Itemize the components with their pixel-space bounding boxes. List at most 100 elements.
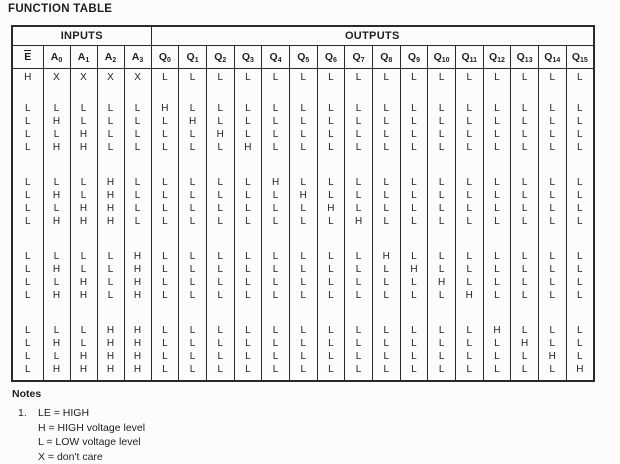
- truth-table-cell: L: [454, 350, 484, 363]
- truth-table-cell: L: [288, 263, 318, 276]
- spacer-cell: [69, 376, 98, 381]
- truth-table-cell: L: [178, 324, 207, 337]
- truth-table-cell: L: [344, 276, 373, 289]
- truth-table-cell: H: [69, 202, 98, 215]
- truth-table-cell: L: [344, 363, 373, 376]
- notes-section: Notes 1. LE = HIGH H = HIGH voltage level…: [12, 388, 145, 464]
- truth-table-cell: H: [205, 128, 235, 141]
- note-item: 1. LE = HIGH H = HIGH voltage level L = LO…: [12, 406, 145, 464]
- truth-table-cell: L: [178, 202, 207, 215]
- truth-table-cell: L: [205, 289, 235, 302]
- truth-table-cell: L: [288, 250, 318, 263]
- truth-table-cell: L: [205, 276, 235, 289]
- truth-table-cell: L: [427, 363, 456, 376]
- truth-table-cell: L: [454, 128, 484, 141]
- truth-table-cell: L: [178, 68, 207, 87]
- spacer-cell: [510, 376, 539, 381]
- truth-table-cell: H: [96, 176, 125, 189]
- truth-table-cell: L: [261, 250, 290, 263]
- truth-table-cell: L: [205, 102, 235, 115]
- truth-table-cell: L: [261, 215, 290, 228]
- truth-table-cell: L: [288, 276, 318, 289]
- note-number: 1.: [18, 407, 27, 419]
- truth-table-cell: L: [11, 176, 44, 189]
- truth-table-cell: L: [510, 363, 539, 376]
- truth-table-cell: L: [427, 324, 456, 337]
- truth-table-cell: L: [510, 215, 539, 228]
- truth-table-cell: L: [427, 68, 456, 87]
- spacer-cell: [427, 87, 456, 102]
- truth-table-cell: L: [69, 337, 98, 350]
- truth-table-cell: H: [69, 128, 98, 141]
- truth-table-cell: L: [178, 276, 207, 289]
- truth-table-cell: L: [288, 337, 318, 350]
- spacer-cell: [150, 376, 180, 381]
- truth-table-cell: L: [344, 176, 373, 189]
- spacer-cell: [537, 302, 567, 324]
- truth-table-cell: H: [123, 363, 152, 376]
- truth-table-cell: L: [482, 128, 512, 141]
- truth-table-cell: L: [399, 141, 429, 154]
- spacer-cell: [150, 154, 180, 176]
- truth-table-cell: L: [261, 102, 290, 115]
- truth-table-cell: L: [96, 276, 125, 289]
- truth-table-cell: L: [261, 202, 290, 215]
- truth-table-cell: L: [150, 363, 180, 376]
- truth-table-cell: L: [344, 189, 373, 202]
- truth-table-cell: L: [565, 115, 595, 128]
- spacer-cell: [565, 302, 595, 324]
- truth-table-cell: L: [233, 363, 263, 376]
- spacer-cell: [371, 87, 401, 102]
- truth-table-cell: L: [537, 68, 567, 87]
- col-header-A2: A2: [96, 45, 125, 69]
- truth-table-cell: L: [288, 115, 318, 128]
- spacer-cell: [510, 154, 539, 176]
- spacer-cell: [454, 228, 484, 250]
- notes-heading: Notes: [12, 388, 42, 400]
- truth-table-cell: L: [178, 141, 207, 154]
- spacer-cell: [96, 228, 125, 250]
- truth-table-cell: L: [150, 350, 180, 363]
- col-header-Q8: Q8: [371, 45, 401, 69]
- truth-table-cell: L: [288, 128, 318, 141]
- truth-table-cell: L: [537, 202, 567, 215]
- spacer-row: [11, 87, 595, 102]
- truth-table-cell: L: [205, 337, 235, 350]
- truth-table-cell: L: [42, 128, 71, 141]
- truth-table-cell: H: [96, 350, 125, 363]
- truth-table-cell: L: [42, 324, 71, 337]
- truth-table-cell: H: [42, 363, 71, 376]
- truth-table-cell: L: [261, 363, 290, 376]
- truth-table-cell: L: [454, 102, 484, 115]
- truth-table-cell: H: [42, 115, 71, 128]
- truth-table-cell: L: [123, 102, 152, 115]
- truth-table-cell: H: [233, 141, 263, 154]
- spacer-cell: [371, 228, 401, 250]
- truth-table-cell: L: [565, 128, 595, 141]
- truth-table-cell: L: [454, 215, 484, 228]
- truth-table-cell: H: [42, 189, 71, 202]
- spacer-cell: [316, 228, 346, 250]
- truth-table-cell: L: [261, 350, 290, 363]
- spacer-cell: [261, 87, 290, 102]
- truth-table-cell: L: [399, 128, 429, 141]
- truth-table-cell: L: [399, 337, 429, 350]
- spacer-cell: [42, 154, 71, 176]
- truth-table-cell: L: [288, 202, 318, 215]
- col-header-Q0: Q0: [150, 45, 180, 69]
- truth-table-cell: L: [288, 350, 318, 363]
- truth-table-cell: L: [427, 102, 456, 115]
- spacer-cell: [344, 87, 373, 102]
- truth-table-cell: L: [11, 202, 44, 215]
- spacer-cell: [96, 87, 125, 102]
- truth-table-cell: L: [178, 263, 207, 276]
- truth-table-cell: H: [510, 337, 539, 350]
- truth-table-cell: L: [510, 141, 539, 154]
- truth-table-cell: L: [233, 289, 263, 302]
- truth-table-cell: L: [482, 176, 512, 189]
- truth-table-cell: L: [316, 337, 346, 350]
- spacer-row: [11, 228, 595, 250]
